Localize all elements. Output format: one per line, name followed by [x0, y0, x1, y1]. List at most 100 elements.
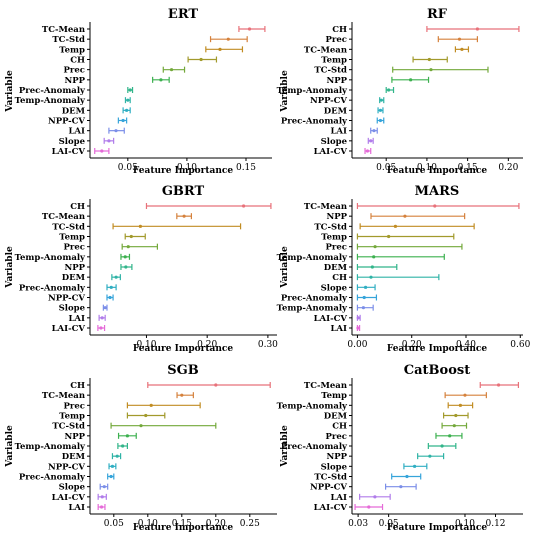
- mean-point: [458, 403, 463, 407]
- error-bar: [392, 66, 489, 73]
- y-tick-label: Prec-Anomaly: [281, 442, 348, 452]
- y-tick-label: TC-Mean: [304, 45, 347, 55]
- error-bar: [385, 87, 395, 93]
- error-bar: [94, 148, 110, 154]
- error-bar: [437, 36, 478, 43]
- y-tick-label: TC-Std: [52, 422, 85, 432]
- y-axis-label: Variable: [5, 70, 15, 113]
- error-bar: [107, 473, 115, 480]
- mean-point: [373, 245, 377, 249]
- y-tick-label: Temp: [321, 56, 347, 66]
- mean-point: [144, 413, 148, 418]
- error-bar: [126, 412, 166, 419]
- error-bar: [359, 493, 391, 500]
- x-tick-label: 0.10: [417, 163, 437, 173]
- mean-point: [247, 27, 252, 31]
- error-bar: [444, 392, 487, 399]
- mean-point: [123, 255, 127, 259]
- y-tick-label: Temp: [321, 233, 347, 243]
- error-bar: [98, 314, 106, 321]
- panel-title: MARS: [415, 184, 460, 199]
- error-bar: [145, 203, 272, 209]
- y-tick-label: Temp: [59, 45, 85, 55]
- y-tick-label: Prec: [326, 432, 347, 442]
- error-bar: [176, 213, 192, 220]
- y-tick-label: DEM: [324, 412, 348, 422]
- x-tick-label: 0.05: [104, 519, 124, 529]
- mean-point: [226, 37, 230, 41]
- error-bar: [111, 453, 122, 460]
- x-tick-label: 0.40: [456, 340, 476, 350]
- error-bar: [391, 473, 422, 480]
- mean-point: [242, 204, 246, 208]
- mean-point: [99, 326, 103, 330]
- error-bar: [162, 66, 186, 73]
- y-tick-label: Temp-Anomaly: [15, 442, 86, 452]
- error-bar: [403, 463, 428, 470]
- panel-sgb: SGB Feature Importance Variable 0.05 0.10…: [5, 363, 277, 533]
- mean-point: [110, 464, 115, 468]
- error-bar: [122, 107, 131, 114]
- plot-area: 0.05 0.10 0.15 TC-MeanTC-StdTempCHPrecNPPPr…: [15, 22, 272, 173]
- error-bar: [117, 117, 128, 124]
- y-tick-label: Prec: [64, 243, 85, 253]
- y-tick-label: Prec: [326, 243, 347, 253]
- mean-point: [100, 149, 104, 153]
- y-axis-label: Variable: [280, 70, 290, 113]
- y-tick-label: NPP: [326, 452, 347, 462]
- y-tick-label: LAI: [330, 493, 347, 503]
- error-bar: [356, 314, 361, 321]
- mean-point: [199, 57, 203, 62]
- error-bar: [176, 392, 194, 399]
- mean-point: [218, 47, 222, 51]
- y-tick-label: LAI: [330, 324, 347, 334]
- mean-point: [109, 474, 113, 479]
- y-tick-label: Slope: [321, 462, 348, 472]
- x-tick-label: 0.20: [206, 519, 226, 529]
- mean-point: [448, 434, 452, 438]
- error-bar: [120, 253, 131, 260]
- error-bar: [120, 264, 133, 270]
- mean-point: [373, 495, 377, 499]
- mean-point: [125, 434, 129, 438]
- plot-area: 0.05 0.10 0.15 0.20 0.25 CHTC-MeanPrecTempTC-…: [15, 378, 277, 529]
- y-tick-label: TC-Mean: [42, 212, 85, 222]
- y-tick-label: LAI-CV: [314, 314, 348, 324]
- mean-point: [169, 68, 174, 72]
- x-tick-label: 0.10: [455, 519, 475, 529]
- y-tick-label: CH: [70, 381, 85, 391]
- mean-point: [126, 98, 130, 102]
- error-bar: [356, 274, 440, 281]
- y-tick-label: LAI-CV: [314, 147, 348, 157]
- error-bar: [377, 107, 384, 114]
- y-tick-label: LAI-CV: [52, 147, 86, 157]
- y-tick-label: Temp-Anomaly: [277, 86, 348, 96]
- y-tick-label: NPP-CV: [48, 117, 85, 127]
- y-tick-label: Prec: [64, 66, 85, 76]
- mean-point: [128, 88, 132, 92]
- mean-point: [362, 295, 366, 300]
- x-axis-label: Feature Importance: [133, 166, 234, 176]
- error-bar: [359, 223, 475, 230]
- mean-point: [440, 444, 444, 448]
- error-bar: [106, 294, 114, 301]
- mean-point: [369, 139, 373, 143]
- y-tick-label: DEM: [62, 106, 86, 116]
- error-bar: [376, 117, 385, 124]
- error-bar: [426, 26, 520, 32]
- x-tick-label: 0.10: [138, 519, 158, 529]
- mean-point: [107, 139, 111, 143]
- mean-point: [99, 505, 104, 509]
- y-tick-label: DEM: [62, 452, 86, 462]
- y-tick-label: DEM: [324, 263, 348, 273]
- mean-point: [393, 224, 398, 228]
- mean-point: [180, 393, 184, 397]
- y-tick-label: LAI: [330, 127, 347, 137]
- y-tick-label: NPP: [64, 263, 85, 273]
- error-bar: [356, 294, 378, 301]
- mean-point: [115, 454, 119, 458]
- y-tick-label: NPP-CV: [310, 96, 347, 106]
- error-bar: [108, 463, 117, 470]
- mean-point: [159, 78, 163, 82]
- mean-point: [121, 118, 125, 123]
